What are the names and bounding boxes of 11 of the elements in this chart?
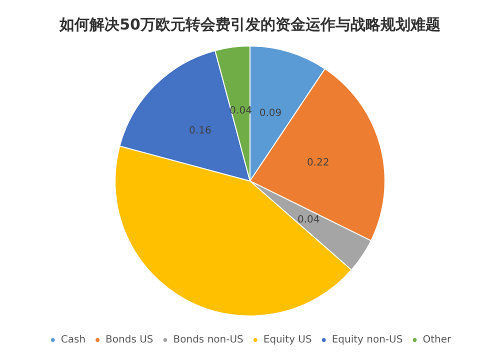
legend-label: Bonds non-US	[173, 334, 244, 346]
chart-title: 如何解决50万欧元转会费引发的资金运作与战略规划难题	[58, 16, 440, 34]
legend-label: Bonds US	[106, 334, 154, 346]
legend-label: Equity US	[263, 334, 312, 346]
data-label: 0.22	[306, 157, 330, 168]
data-label: 0.09	[259, 108, 282, 120]
legend-label: Other	[422, 334, 452, 346]
legend-label: Equity non-US	[332, 334, 403, 346]
legend-label: Cash	[60, 334, 86, 346]
data-label: 0.04	[297, 214, 320, 226]
data-label: 0.16	[189, 126, 212, 137]
